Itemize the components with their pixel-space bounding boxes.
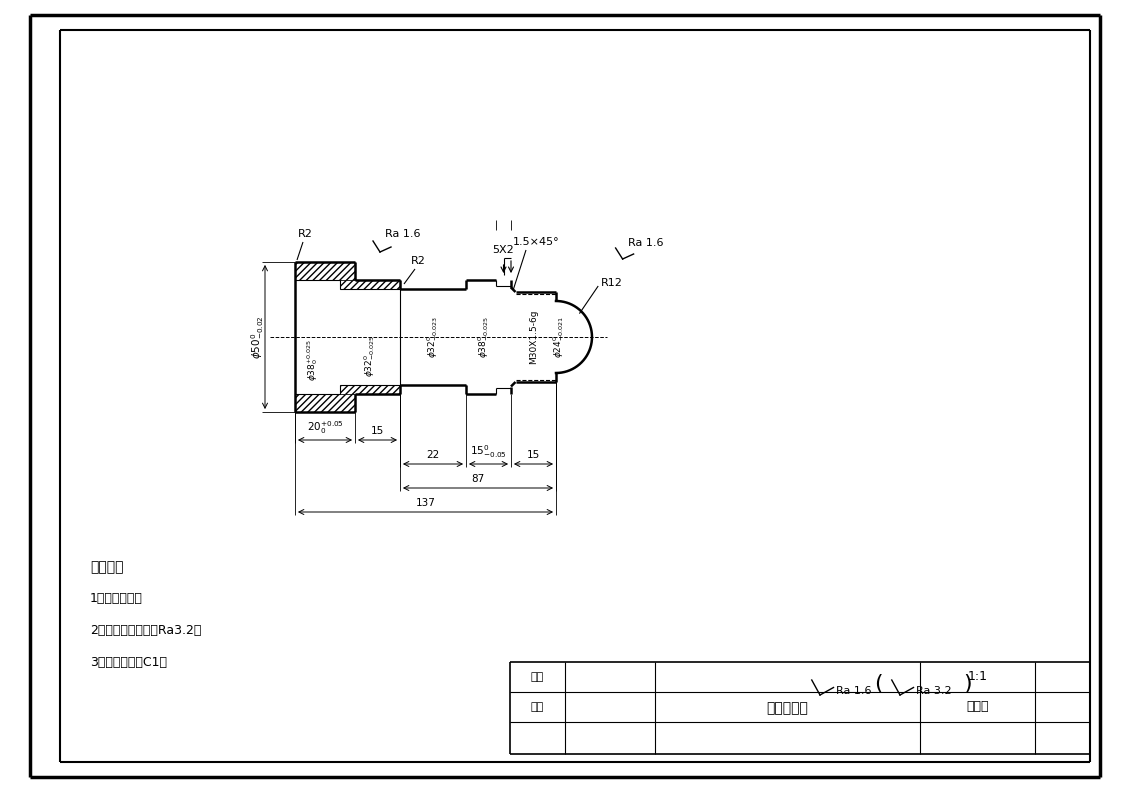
Text: R2: R2 bbox=[410, 256, 426, 266]
Text: 2、未注表面粗糙度Ra3.2。: 2、未注表面粗糙度Ra3.2。 bbox=[90, 625, 202, 638]
Text: 87: 87 bbox=[471, 474, 484, 484]
Text: 22: 22 bbox=[426, 450, 439, 460]
Text: M30X1.5-6g: M30X1.5-6g bbox=[529, 310, 538, 364]
Text: 1:1: 1:1 bbox=[967, 671, 988, 683]
Text: $\phi$32$^{0}_{-0.025}$: $\phi$32$^{0}_{-0.025}$ bbox=[362, 335, 378, 377]
Text: Ra 1.6: Ra 1.6 bbox=[385, 229, 420, 239]
Text: $\phi$38$^{+0.025}_{0}$: $\phi$38$^{+0.025}_{0}$ bbox=[306, 339, 321, 381]
Text: $\phi$50$^{0}_{-0.02}$: $\phi$50$^{0}_{-0.02}$ bbox=[250, 315, 267, 359]
Text: 5X2: 5X2 bbox=[492, 245, 515, 255]
Text: 1.5×45°: 1.5×45° bbox=[512, 237, 559, 247]
Text: R2: R2 bbox=[297, 229, 313, 239]
Text: R12: R12 bbox=[601, 278, 623, 288]
Text: 1、锐边倒钝。: 1、锐边倒钝。 bbox=[90, 592, 142, 606]
Text: 15$^{0}_{-0.05}$: 15$^{0}_{-0.05}$ bbox=[470, 444, 507, 460]
Text: ): ) bbox=[964, 674, 972, 694]
Text: 制图: 制图 bbox=[530, 672, 544, 682]
Text: Ra 1.6: Ra 1.6 bbox=[628, 238, 664, 248]
Text: $\phi$24$^{0}_{-0.021}$: $\phi$24$^{0}_{-0.021}$ bbox=[552, 316, 566, 358]
Text: 零件图: 零件图 bbox=[966, 700, 989, 714]
Text: 台阶盲孔轴: 台阶盲孔轴 bbox=[767, 701, 808, 715]
Text: 3、未注倒角为C1。: 3、未注倒角为C1。 bbox=[90, 657, 167, 669]
Text: (: ( bbox=[873, 674, 882, 694]
Text: $\phi$32$^{0}_{-0.023}$: $\phi$32$^{0}_{-0.023}$ bbox=[426, 316, 441, 358]
Text: 校核: 校核 bbox=[530, 702, 544, 712]
Text: Ra 3.2: Ra 3.2 bbox=[916, 686, 951, 695]
Text: $\phi$38$^{0}_{-0.025}$: $\phi$38$^{0}_{-0.025}$ bbox=[476, 316, 491, 358]
Text: 技术要求: 技术要求 bbox=[90, 560, 123, 574]
Text: 15: 15 bbox=[371, 426, 385, 436]
Text: 15: 15 bbox=[527, 450, 540, 460]
Text: 20$^{+0.05}_{0}$: 20$^{+0.05}_{0}$ bbox=[306, 419, 343, 436]
Text: Ra 1.6: Ra 1.6 bbox=[835, 686, 871, 695]
Text: 137: 137 bbox=[416, 498, 435, 508]
